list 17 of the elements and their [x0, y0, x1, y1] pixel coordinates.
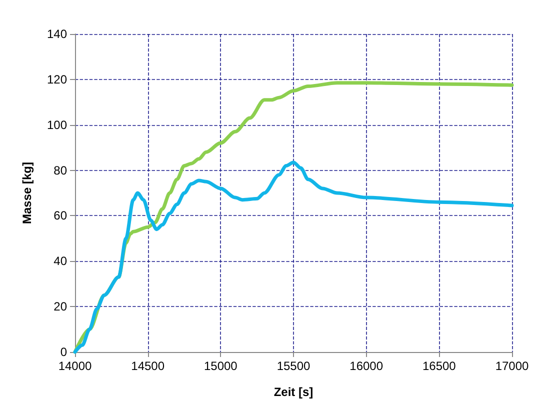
x-tick-label: 14000 [58, 359, 92, 373]
y-tick-label: 0 [60, 345, 68, 359]
y-tick-label: 80 [54, 163, 68, 178]
y-tick-label: 100 [46, 118, 68, 132]
y-axis-title: Masse [kg] [20, 162, 34, 224]
x-tick-label: 14500 [131, 359, 165, 373]
x-tick-label: 16000 [350, 359, 384, 373]
x-tick-label: 17000 [495, 359, 530, 373]
y-tick-label: 140 [46, 27, 68, 41]
x-axis-title: Zeit [s] [274, 385, 314, 399]
x-tick-label: 16500 [422, 359, 456, 373]
y-tick-label: 20 [54, 300, 68, 314]
y-tick-label: 40 [54, 254, 68, 268]
y-tick-label: 60 [54, 208, 68, 223]
x-tick-label: 15500 [276, 359, 311, 373]
y-tick-label: 120 [46, 72, 68, 86]
x-tick-label: 15000 [204, 359, 238, 373]
